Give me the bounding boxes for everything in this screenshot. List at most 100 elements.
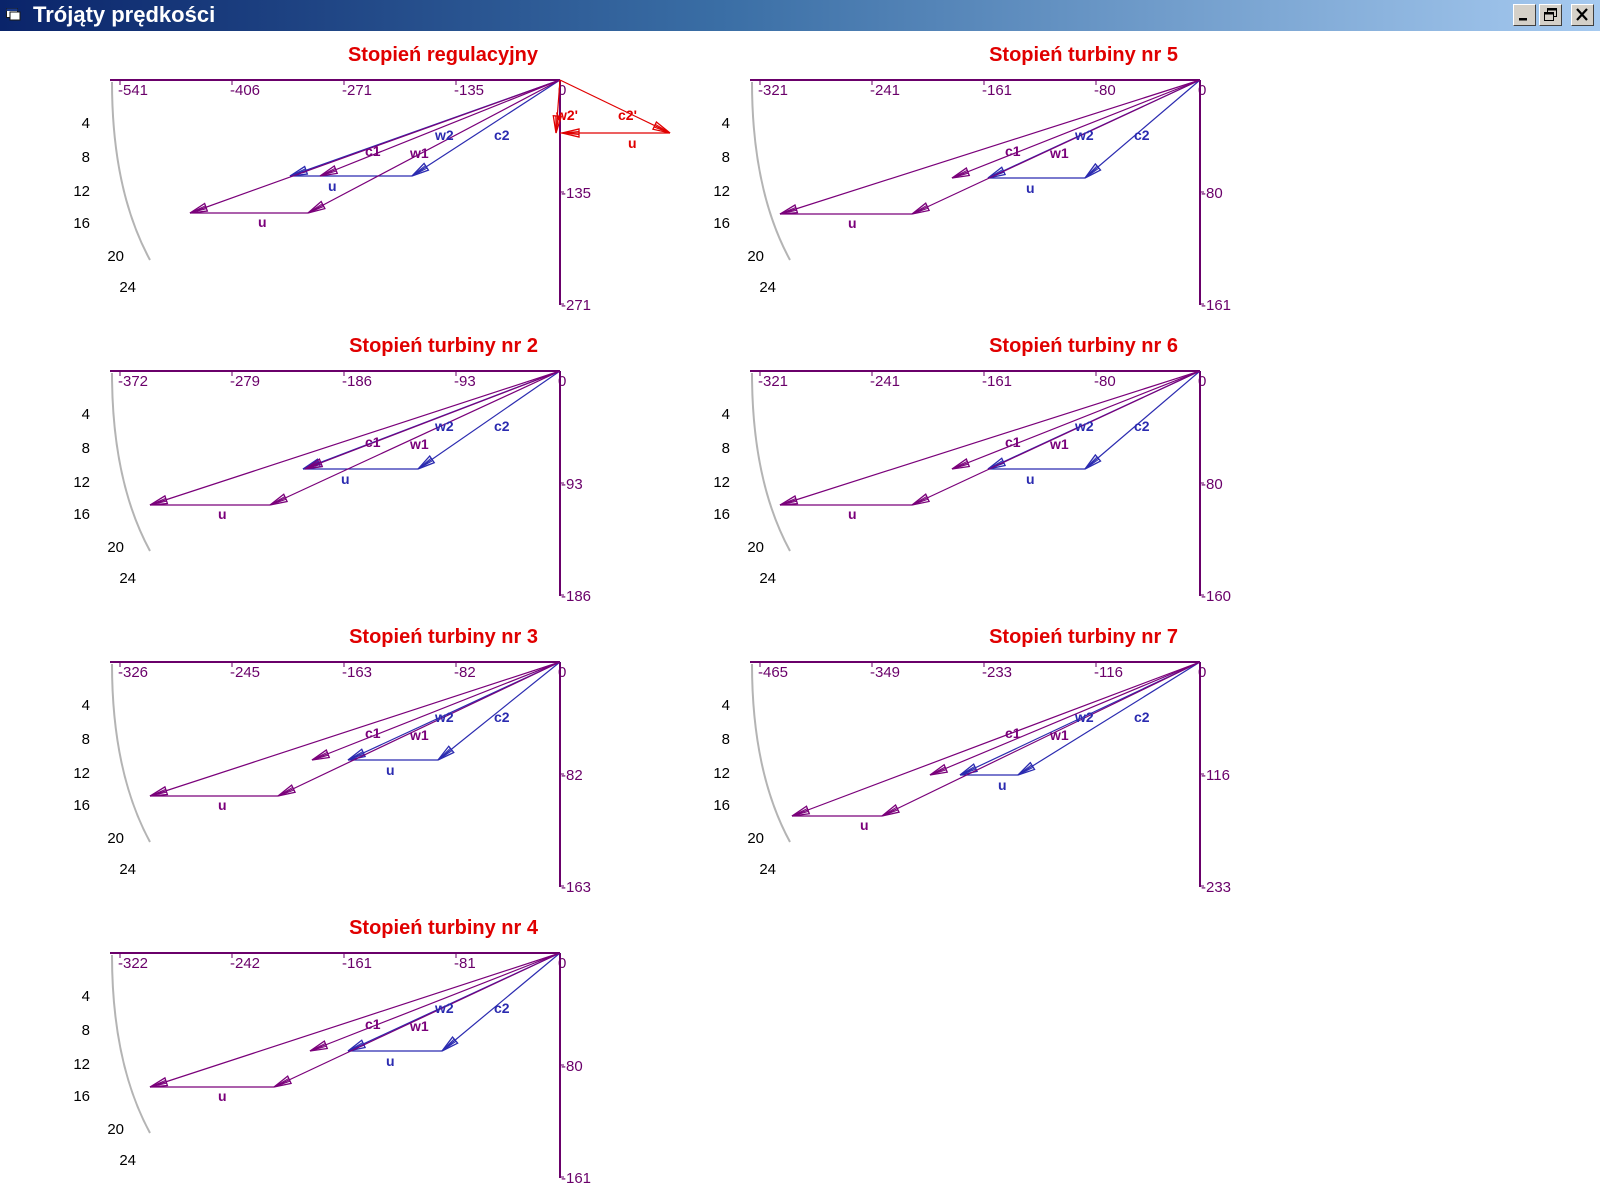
c2-vector-arrowhead <box>1084 453 1102 470</box>
x-tick-label: -242 <box>230 955 260 972</box>
y-tick-label: -186 <box>561 588 591 605</box>
x-tick-label: -326 <box>118 664 148 681</box>
w2-prime-label: w2' <box>555 107 578 123</box>
c2-label: c2 <box>1134 709 1150 725</box>
deep-vector <box>149 661 561 797</box>
u-prime-arrowhead <box>561 132 580 135</box>
w1-label: w1 <box>1049 727 1069 743</box>
w1-vector-arrowhead <box>951 458 971 470</box>
y-tick-label: -80 <box>561 1058 583 1075</box>
u-lower-label: u <box>848 506 857 522</box>
w1-label: w1 <box>409 145 429 161</box>
minimize-button[interactable] <box>1513 4 1536 26</box>
deep-vector-arrowhead <box>189 208 207 214</box>
side-scale-label: 12 <box>73 183 90 200</box>
deep-vector-arrowhead <box>779 209 797 215</box>
w1-label: w1 <box>409 727 429 743</box>
c2-vector-arrowhead <box>1017 761 1036 776</box>
x-tick-label: -406 <box>230 82 260 99</box>
c1-vector-arrowhead <box>959 763 979 776</box>
side-scale-label: 16 <box>73 215 90 232</box>
w1-vector-arrowhead <box>311 749 331 761</box>
deep-vector-arrowhead <box>779 500 797 506</box>
c1-label: c1 <box>365 143 381 159</box>
w2-label: w2 <box>1074 709 1094 725</box>
u-prime-label: u <box>628 135 637 151</box>
side-scale-label: 8 <box>82 1022 90 1039</box>
c2-vector-arrowhead <box>437 750 453 761</box>
w1-vector-arrowhead <box>951 172 969 179</box>
w2-prime-vector <box>555 79 561 134</box>
x-tick-label: -245 <box>230 664 260 681</box>
deep-w-vector-arrowhead <box>307 200 326 214</box>
w1-vector <box>929 661 1201 776</box>
deep-w-vector <box>911 79 1201 215</box>
panel-title: Stopień turbiny nr 6 <box>989 335 1178 357</box>
c2-vector-arrowhead <box>1084 458 1100 470</box>
deep-w-vector-arrowhead <box>911 202 931 215</box>
c2-vector <box>1084 370 1201 470</box>
velocity-panel: Stopień turbiny nr 5 -321 -241 -161 -80 0 -80 -… <box>713 44 1231 314</box>
w1-vector <box>319 79 561 177</box>
deep-vector-arrowhead <box>149 1076 169 1088</box>
side-scale-label: 4 <box>82 406 90 423</box>
u-upper-label: u <box>1026 471 1035 487</box>
x-tick-label: -241 <box>870 82 900 99</box>
velocity-panel: Stopień turbiny nr 3 -326 -245 -163 -82 0 -82 -… <box>73 626 591 896</box>
side-scale-label: 16 <box>73 1088 90 1105</box>
side-scale-label: 16 <box>73 506 90 523</box>
side-scale-label: 4 <box>82 697 90 714</box>
side-scale-label: 8 <box>82 731 90 748</box>
w1-vector <box>304 370 561 470</box>
window-app-icon[interactable] <box>6 8 21 21</box>
deep-w-vector <box>911 370 1201 506</box>
x-tick-label: 0 <box>1198 82 1206 99</box>
u-prime-arrowhead <box>561 128 580 138</box>
w1-label: w1 <box>409 436 429 452</box>
side-scale-label: 8 <box>722 731 730 748</box>
y-tick-label: -233 <box>1201 879 1231 896</box>
x-tick-label: 0 <box>558 82 566 99</box>
c1-label: c1 <box>365 434 381 450</box>
close-button[interactable] <box>1571 4 1594 26</box>
w1-vector-arrowhead <box>951 167 971 179</box>
c2-vector-arrowhead <box>1084 167 1100 179</box>
deep-vector-arrowhead <box>791 810 809 817</box>
y-tick-label: -160 <box>1201 588 1231 605</box>
deep-w-vector <box>269 370 561 506</box>
deep-vector <box>779 79 1201 215</box>
side-scale-label: 12 <box>73 474 90 491</box>
c2-prime-label: c2' <box>618 107 637 123</box>
y-tick-label: -80 <box>1201 185 1223 202</box>
window-title: Trójąty prędkości <box>33 2 216 27</box>
w1-vector-arrowhead <box>319 170 337 177</box>
x-tick-label: -116 <box>1094 664 1123 681</box>
title-bar[interactable]: Trójąty prędkości <box>0 0 1600 31</box>
c2-label: c2 <box>494 418 510 434</box>
x-tick-label: 0 <box>1198 373 1206 390</box>
c2-vector-arrowhead <box>411 162 430 177</box>
side-scale-label: 8 <box>82 149 90 166</box>
side-scale-label: 20 <box>747 830 764 847</box>
c2-label: c2 <box>1134 418 1150 434</box>
side-scale-label: 12 <box>73 1056 90 1073</box>
w2-label: w2 <box>434 709 454 725</box>
u-upper-label: u <box>1026 180 1035 196</box>
deep-w-vector-arrowhead <box>881 809 899 817</box>
x-tick-label: -321 <box>758 373 788 390</box>
y-tick-label: -82 <box>561 767 583 784</box>
x-tick-label: -271 <box>342 82 372 99</box>
panel-title: Stopień regulacyjny <box>348 44 539 66</box>
c2-label: c2 <box>494 127 510 143</box>
c2-label: c2 <box>494 1000 510 1016</box>
x-tick-label: -233 <box>982 664 1012 681</box>
restore-button[interactable] <box>1539 4 1562 26</box>
velocity-triangles-canvas: Stopień regulacyjny -541 -406 -271 -135 0 -135… <box>73 44 1231 1187</box>
side-scale-label: 16 <box>73 797 90 814</box>
side-scale-label: 12 <box>713 183 730 200</box>
x-tick-label: -541 <box>118 82 148 99</box>
deep-w-vector-arrowhead <box>911 207 929 215</box>
x-tick-label: -161 <box>342 955 372 972</box>
c2-vector <box>1084 79 1201 179</box>
deep-w-vector-arrowhead <box>307 205 324 214</box>
